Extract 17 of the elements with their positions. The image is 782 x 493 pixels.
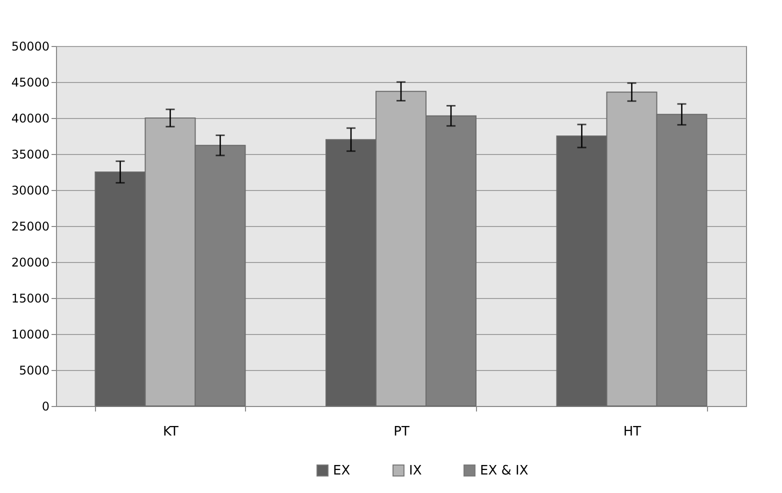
legend-label: IX — [409, 464, 422, 479]
y-tick-label: 10000 — [11, 328, 50, 342]
y-tick-label: 40000 — [11, 112, 50, 126]
y-tick-label: 0 — [42, 400, 50, 414]
y-tick-label: 5000 — [18, 364, 50, 378]
x-tick-label: HT — [623, 424, 642, 440]
y-tick-label: 45000 — [11, 76, 50, 90]
x-tick-label: PT — [394, 424, 410, 440]
y-tick-label: 30000 — [11, 184, 50, 198]
y-tick-label: 25000 — [11, 220, 50, 234]
y-tick-label: 20000 — [11, 256, 50, 270]
legend-label: EX — [333, 464, 350, 479]
legend-label: EX & IX — [480, 464, 528, 479]
x-tick-label: KT — [162, 424, 179, 440]
y-tick-label: 15000 — [11, 292, 50, 306]
y-tick-label: 50000 — [11, 40, 50, 54]
y-tick-label: 35000 — [11, 148, 50, 162]
